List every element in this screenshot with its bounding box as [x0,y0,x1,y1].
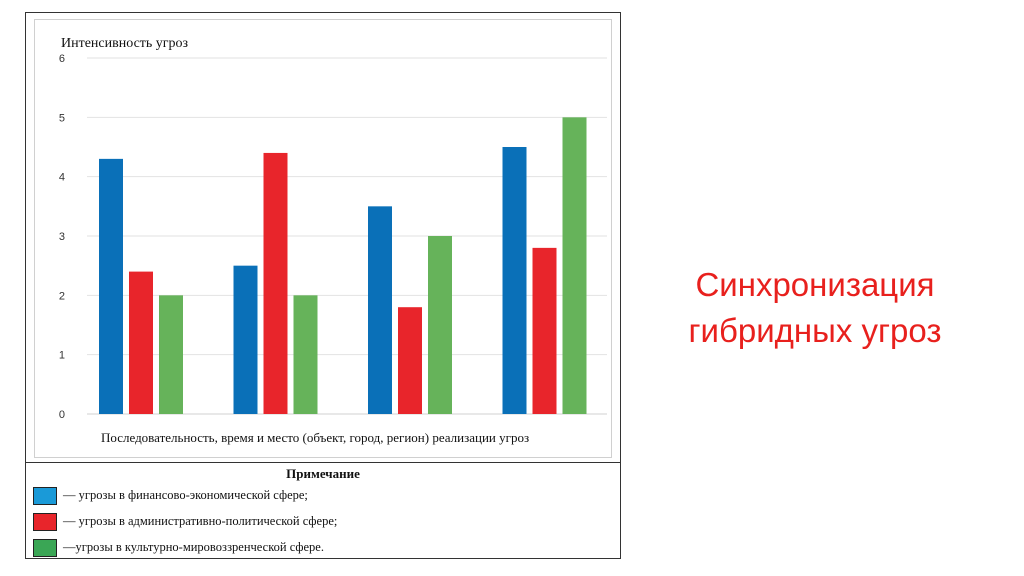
legend-swatch-blue [33,487,57,505]
bar-series-1-group-2 [233,265,258,414]
y-tick-label: 6 [59,53,65,65]
bar-series-3-group-4 [562,117,587,414]
bar-series-2-group-3 [398,307,422,414]
chart-area: 0 1 2 3 4 5 6 Интенсивность угроз Последовательн… [34,19,612,458]
y-tick-label: 4 [59,172,65,184]
y-axis-label: Интенсивность угроз [61,36,189,51]
legend-label: — угрозы в финансово-экономической сфере… [63,488,308,502]
legend-divider [26,462,620,463]
legend-label: — угрозы в административно-политической … [63,514,338,528]
bar-series-2-group-4 [532,247,557,414]
bar-chart: 0 1 2 3 4 5 6 Интенсивность угроз Последовательн… [59,36,607,445]
bar-series-3-group-3 [428,236,452,414]
legend-label: —угрозы в культурно-мировоззренческой сф… [63,540,324,554]
bar-series-1-group-1 [99,158,123,414]
bar-series-3-group-1 [159,295,183,414]
slide-title-line-2: гибридных угроз [688,312,942,349]
y-tick-label: 0 [59,409,65,421]
bar-series-2-group-1 [129,271,153,414]
x-axis-label: Последовательность, время и место (объек… [101,430,529,445]
legend: Примечание — угрозы в финансово-экономич… [26,464,620,558]
slide-title-line-1: Синхронизация [695,266,935,303]
legend-swatch-red [33,513,57,531]
bar-series-1-group-3 [368,206,392,414]
y-tick-label: 1 [59,350,65,362]
bar-series-2-group-2 [263,152,288,414]
bar-series-3-group-2 [293,295,318,414]
legend-swatch-green [33,539,57,557]
slide-title: Синхронизация гибридных угроз [640,262,990,354]
y-tick-label: 3 [59,231,65,243]
figure-frame: 0 1 2 3 4 5 6 Интенсивность угроз Последовательн… [25,12,621,559]
y-tick-label: 5 [59,112,65,124]
y-tick-label: 2 [59,290,65,302]
bar-series-1-group-4 [502,147,527,414]
legend-title: Примечание [286,466,360,481]
